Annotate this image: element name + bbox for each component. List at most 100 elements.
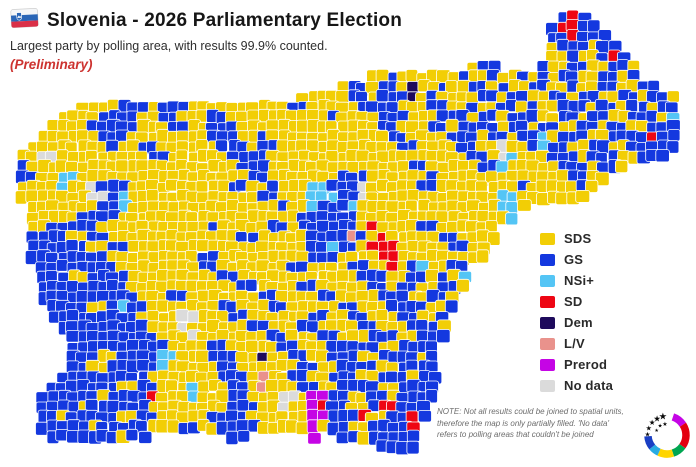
map-region-cell xyxy=(195,180,209,193)
map-region-cell xyxy=(556,38,570,52)
map-region-cell xyxy=(375,129,389,144)
map-region-cell xyxy=(166,419,180,434)
map-region-cell xyxy=(405,69,419,83)
map-region-cell xyxy=(336,198,350,212)
map-region-cell xyxy=(355,149,370,163)
map-region-cell xyxy=(616,59,630,72)
map-region-cell xyxy=(237,429,251,443)
map-region-cell xyxy=(115,159,129,174)
brand-logo: ★★★★★★★ ★ xyxy=(644,411,690,458)
legend-item-nsi-: NSi+ xyxy=(540,270,613,291)
map-region-cell xyxy=(35,421,49,436)
map-region-cell xyxy=(285,419,298,434)
map-region-cell xyxy=(14,190,28,205)
map-region-cell xyxy=(276,139,289,153)
legend-label: Prerod xyxy=(564,357,608,372)
map-region-cell xyxy=(436,329,451,344)
map-region-cell xyxy=(594,171,610,187)
map-region-cell xyxy=(615,159,629,174)
map-region-cell xyxy=(225,430,239,446)
legend-label: L/V xyxy=(564,336,585,351)
map-region-cell xyxy=(145,188,159,202)
logo-arc-segment xyxy=(671,413,687,427)
star-icon: ★ xyxy=(654,428,659,434)
map-region-cell xyxy=(307,432,322,445)
map-region-cell xyxy=(65,239,79,253)
map-region-cell xyxy=(667,129,681,142)
legend-item-gs: GS xyxy=(540,249,613,270)
map-region-cell xyxy=(517,199,532,212)
legend-label: GS xyxy=(564,252,584,267)
map-region-cell xyxy=(136,358,151,372)
map-region-cell xyxy=(55,259,69,272)
map-region-cell xyxy=(456,278,470,293)
star-icon: ★ xyxy=(658,424,663,430)
logo-arc-segment xyxy=(657,448,675,458)
map-region-cell xyxy=(406,429,420,443)
legend-swatch xyxy=(540,274,555,287)
map-region-cell xyxy=(444,299,459,314)
logo-arc-segment xyxy=(679,422,690,449)
map-region-cell xyxy=(425,389,438,404)
map-region-cell xyxy=(655,149,670,163)
map-region-cell xyxy=(134,318,149,333)
legend-swatch xyxy=(540,253,555,266)
star-icon: ★ xyxy=(662,421,667,428)
map-region-cell xyxy=(125,428,139,442)
map-region-cell xyxy=(244,278,258,292)
page-subtitle: Largest party by polling area, with resu… xyxy=(10,39,328,53)
map-region-cell xyxy=(487,231,501,246)
legend-item-sds: SDS xyxy=(540,228,613,249)
slovenia-flag-icon xyxy=(10,8,39,34)
legend-item-sd: SD xyxy=(540,291,613,312)
star-icon: ★ xyxy=(645,431,651,439)
legend: SDS GS NSi+ SD Dem L/V Prerod No data xyxy=(540,228,613,396)
map-region-cell xyxy=(417,409,432,423)
map-region-cell xyxy=(284,328,299,342)
map-region-cell xyxy=(217,179,231,193)
map-region-cell xyxy=(75,290,89,304)
legend-swatch xyxy=(540,337,555,350)
map-region-cell xyxy=(175,308,189,323)
map-region-cell xyxy=(156,128,169,144)
map-region-cell xyxy=(585,179,599,193)
map-region-cell xyxy=(555,191,569,206)
map-region-cell xyxy=(375,308,389,322)
map-region-cell xyxy=(666,140,680,154)
logo-arc-segment xyxy=(649,444,661,456)
map-region-cell xyxy=(65,309,80,323)
star-icon: ★ xyxy=(649,418,656,427)
legend-label: SDS xyxy=(564,231,592,246)
map-region-cell xyxy=(505,212,519,226)
logo-arc-segment xyxy=(644,435,656,450)
map-region-cell xyxy=(575,189,591,203)
star-icon: ★ xyxy=(646,425,652,433)
map-region-cell xyxy=(476,249,490,264)
logo-arc-segment xyxy=(671,443,686,457)
legend-label: SD xyxy=(564,294,583,309)
note-text: NOTE: Not all results could be joined to… xyxy=(437,406,637,441)
legend-item-l-v: L/V xyxy=(540,333,613,354)
page-title: Slovenia - 2026 Parliamentary Election xyxy=(47,10,403,31)
legend-item-no-data: No data xyxy=(540,375,613,396)
map-region-cell xyxy=(265,379,279,394)
star-icon: ★ xyxy=(659,411,668,422)
legend-swatch xyxy=(540,295,555,308)
map-region-cell xyxy=(46,119,60,132)
legend-label: NSi+ xyxy=(564,273,595,288)
legend-swatch xyxy=(540,316,555,329)
map-region-cell xyxy=(197,380,211,394)
preliminary-label: (Preliminary) xyxy=(10,57,93,72)
map-region-cell xyxy=(138,430,153,444)
map-region-cell xyxy=(425,268,440,283)
map-region-cell xyxy=(445,118,459,133)
map-region-cell xyxy=(335,90,350,103)
legend-swatch xyxy=(540,232,555,245)
legend-item-prerod: Prerod xyxy=(540,354,613,375)
note-line: NOTE: Not all results could be joined to… xyxy=(437,407,624,416)
note-line: refers to polling areas that couldn't be… xyxy=(437,430,594,440)
legend-swatch xyxy=(540,379,555,392)
legend-label: No data xyxy=(564,378,614,393)
